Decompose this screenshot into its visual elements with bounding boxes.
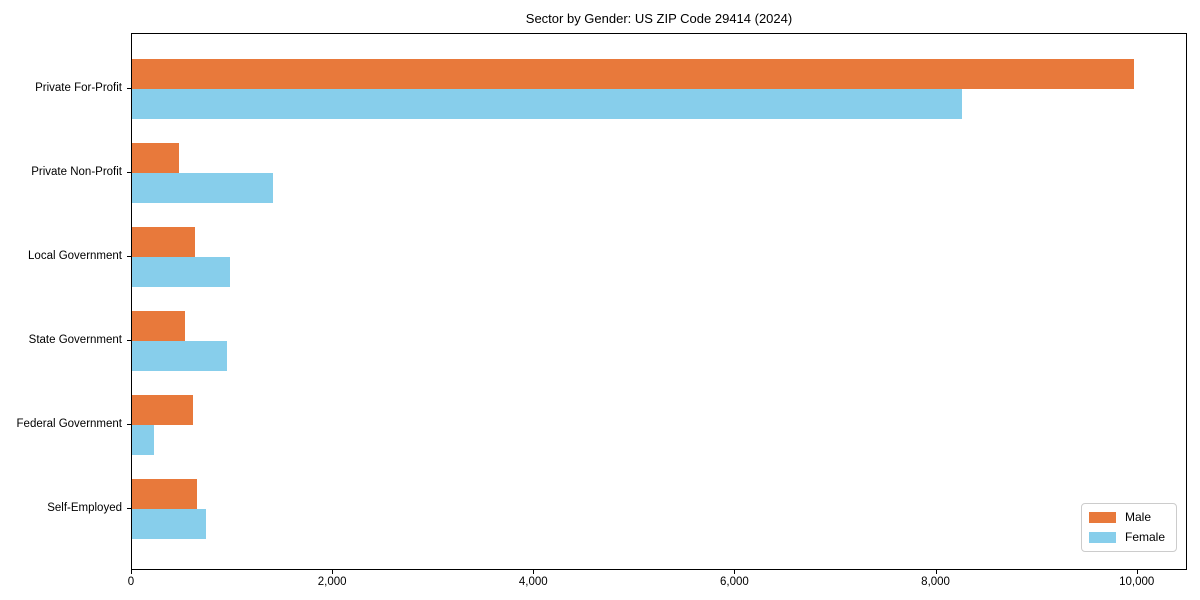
bar-male-federal-government <box>132 395 193 425</box>
bar-male-state-government <box>132 311 185 341</box>
legend-label-male: Male <box>1124 510 1151 524</box>
x-axis-label: 10,000 <box>1119 576 1155 588</box>
legend-swatch-male <box>1088 511 1116 523</box>
x-axis-tick <box>332 570 334 574</box>
y-axis-tick <box>127 256 131 257</box>
x-axis-tick <box>131 570 132 574</box>
x-axis-label: 0 <box>127 576 135 588</box>
bar-female-local-government <box>132 257 230 287</box>
y-axis-label: Private Non-Profit <box>31 166 122 178</box>
y-axis-tick <box>127 340 131 341</box>
chart-title: Sector by Gender: US ZIP Code 29414 (202… <box>525 11 793 26</box>
x-axis-tick <box>935 570 937 574</box>
x-axis-label: 8,000 <box>921 576 950 588</box>
y-axis-label: Local Government <box>28 250 122 262</box>
x-axis-label: 6,000 <box>720 576 749 588</box>
x-axis-tick <box>1136 570 1138 574</box>
legend-item-female: Female <box>1088 530 1165 544</box>
bar-female-private-for-profit <box>132 89 963 119</box>
y-axis-label: Federal Government <box>16 418 122 430</box>
x-axis-tick <box>533 570 535 574</box>
y-axis-tick <box>127 172 131 173</box>
bar-female-federal-government <box>132 425 155 455</box>
y-axis-tick <box>127 88 131 89</box>
legend-swatch-female <box>1088 531 1116 543</box>
x-axis-label: 2,000 <box>317 576 347 588</box>
y-axis-tick <box>127 424 131 425</box>
bar-male-private-non-profit <box>132 143 179 173</box>
legend-item-male: Male <box>1088 510 1165 524</box>
bar-female-self-employed <box>132 509 207 539</box>
bar-female-private-non-profit <box>132 173 273 203</box>
bar-male-private-for-profit <box>132 59 1134 89</box>
y-axis-label: State Government <box>28 334 122 346</box>
x-axis-label: 4,000 <box>518 576 548 588</box>
bar-female-state-government <box>132 341 228 371</box>
y-axis-label: Self-Employed <box>47 502 122 514</box>
y-axis-tick <box>127 508 131 509</box>
y-axis-label: Private For-Profit <box>35 82 122 94</box>
legend-label-female: Female <box>1124 530 1165 544</box>
bar-male-local-government <box>132 227 195 257</box>
legend: Male Female <box>1080 503 1177 552</box>
bar-male-self-employed <box>132 479 198 509</box>
x-axis-tick <box>734 570 736 574</box>
plot-area: Male Female <box>131 33 1187 570</box>
